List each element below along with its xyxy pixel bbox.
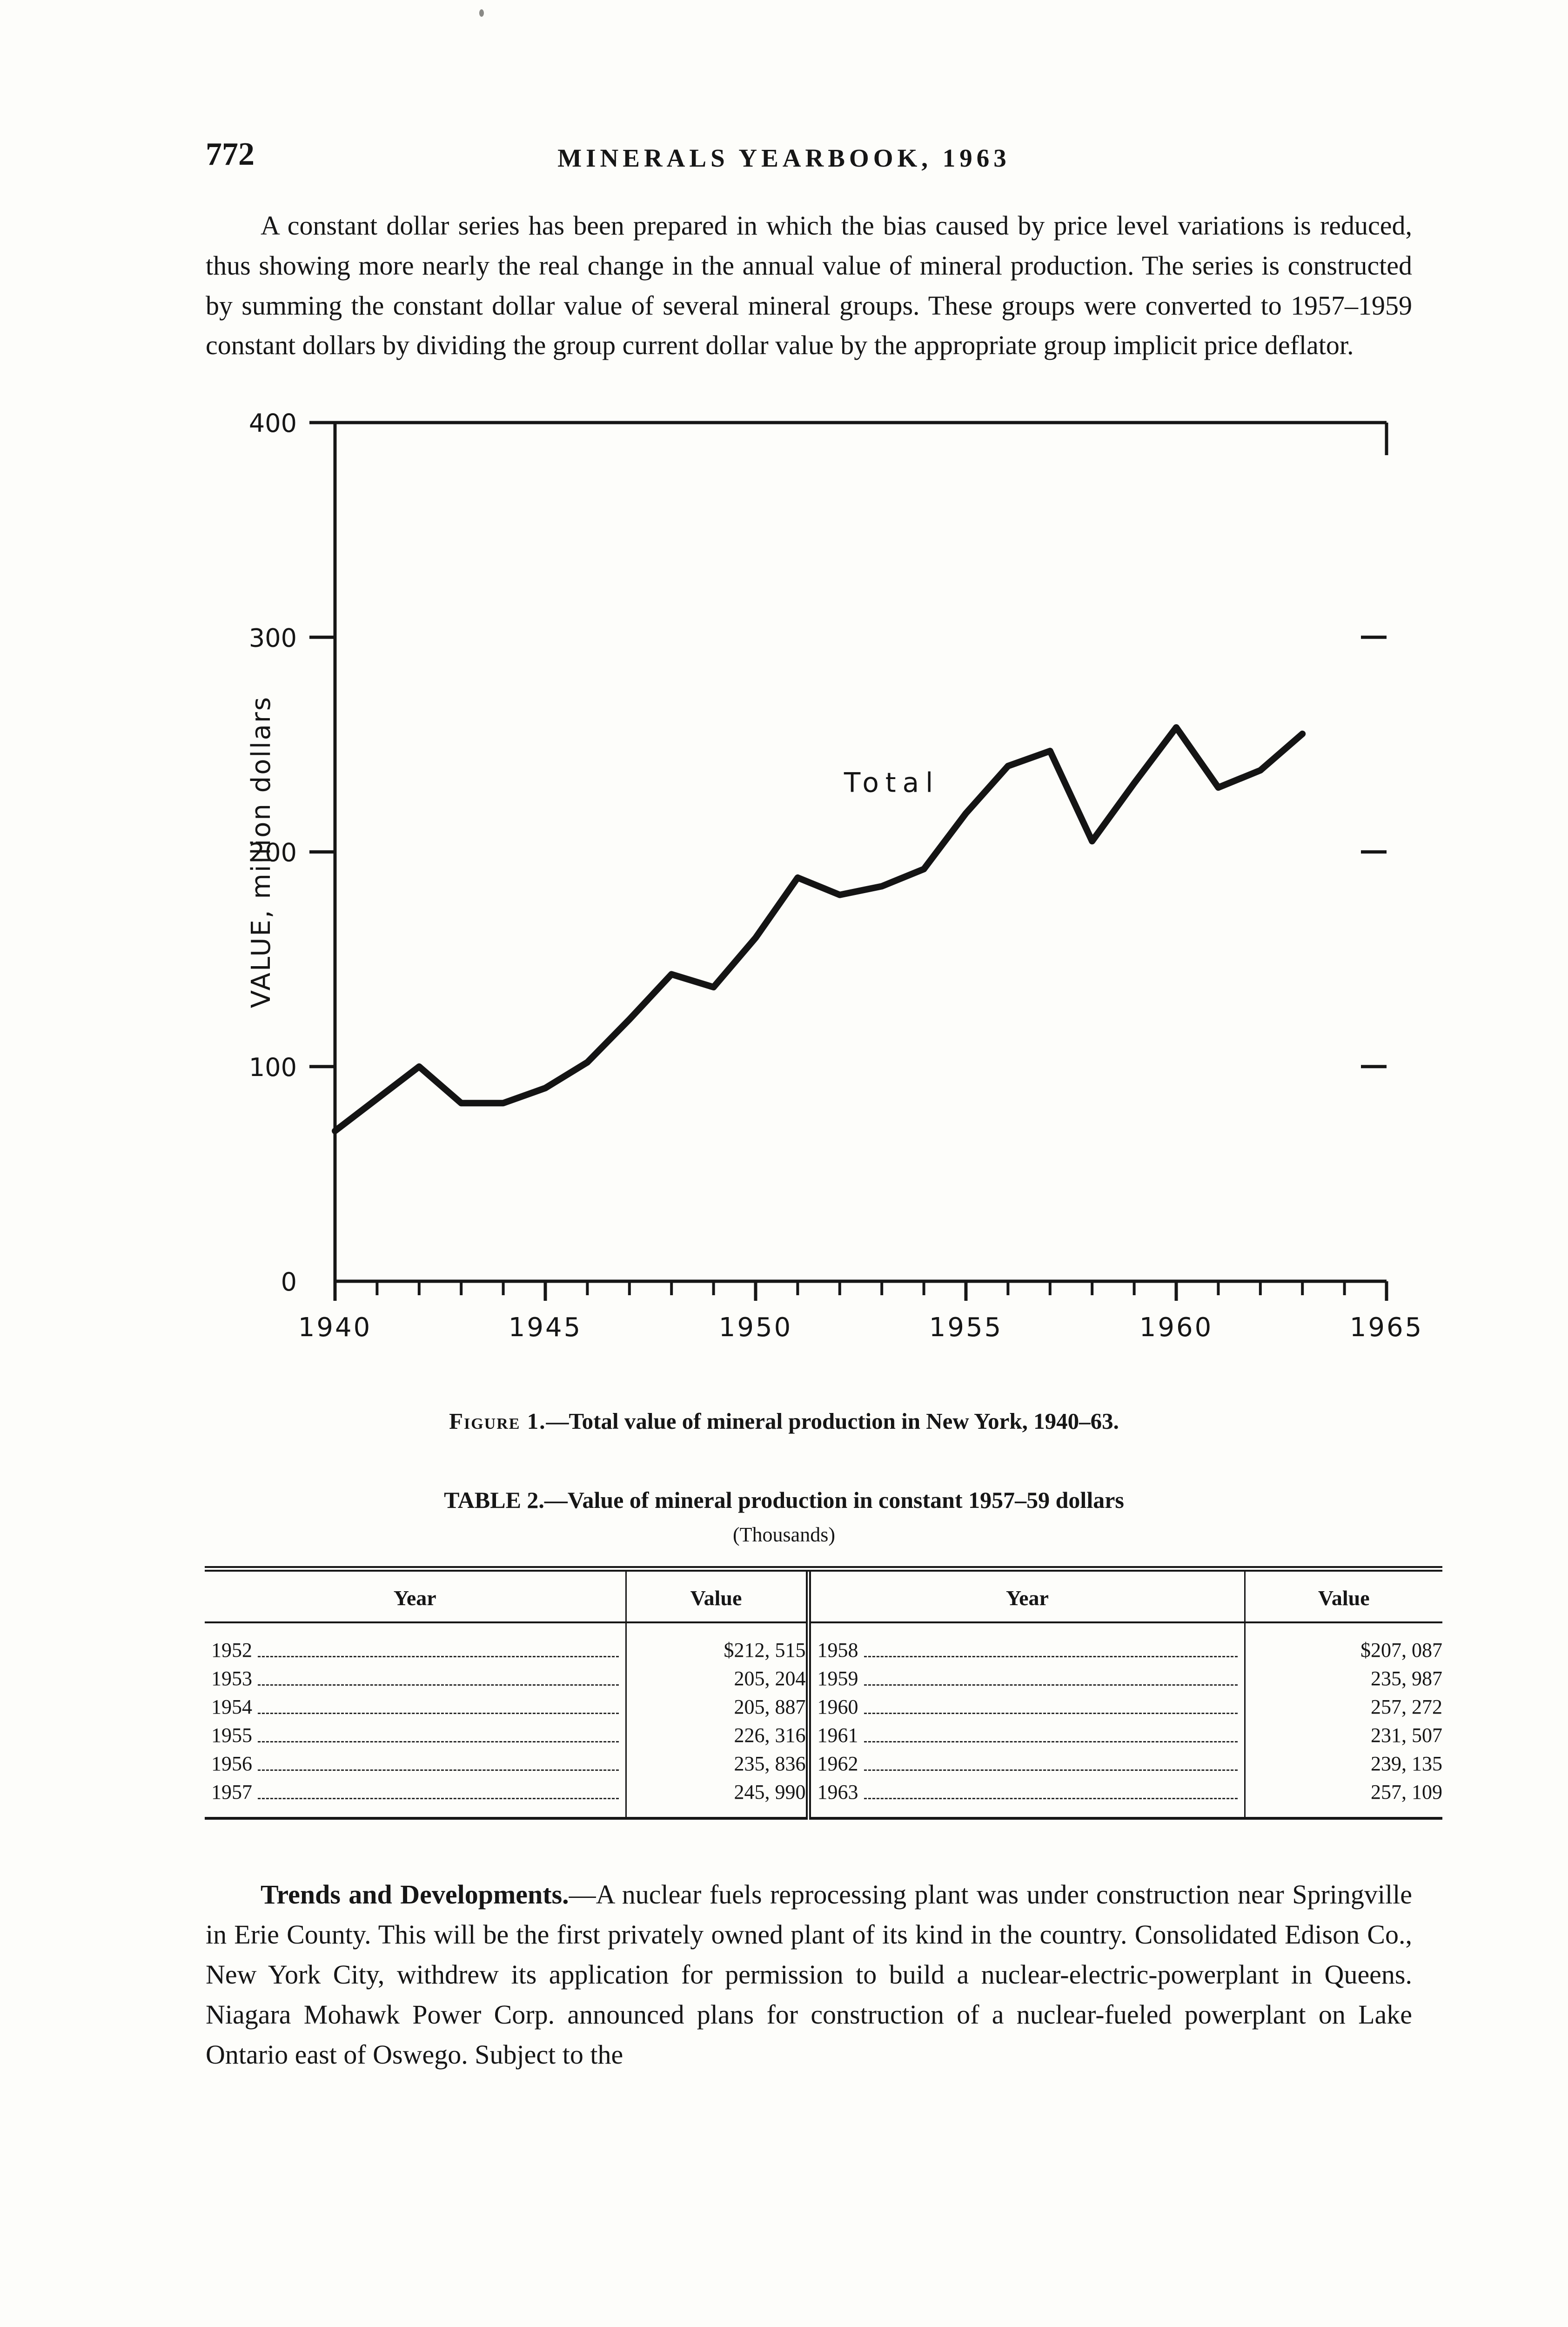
dot-leader bbox=[864, 1656, 1238, 1658]
figure-caption-text: —Total value of mineral production in Ne… bbox=[546, 1408, 1119, 1434]
col-header-year-right: Year bbox=[808, 1569, 1246, 1624]
value-cell: 239, 135 bbox=[1371, 1752, 1442, 1776]
dot-leader bbox=[258, 1741, 619, 1743]
series-label: Total bbox=[844, 767, 939, 799]
page-number: 772 bbox=[206, 136, 255, 172]
value-cell: 235, 987 bbox=[1371, 1667, 1442, 1690]
svg-text:1955: 1955 bbox=[929, 1312, 1003, 1343]
y-axis-title: VALUE, million dollars bbox=[246, 696, 276, 1008]
value-cell: 231, 507 bbox=[1371, 1724, 1442, 1747]
year-label: 1954 bbox=[211, 1695, 252, 1719]
dot-leader bbox=[258, 1769, 619, 1771]
table-row: 1956 235, 836 1962 239, 135 bbox=[205, 1749, 1442, 1778]
year-label: 1959 bbox=[817, 1667, 858, 1690]
year-label: 1962 bbox=[817, 1752, 858, 1776]
year-cell: 1955 bbox=[205, 1721, 627, 1750]
figure-caption-label: Figure 1. bbox=[449, 1408, 546, 1434]
svg-text:400: 400 bbox=[249, 409, 297, 438]
value-cell: 226, 316 bbox=[626, 1721, 811, 1750]
dot-leader bbox=[258, 1713, 619, 1715]
table-row: 1955 226, 316 1961 231, 507 bbox=[205, 1721, 1442, 1750]
year-cell: 1958 bbox=[808, 1622, 1246, 1665]
col-header-value-left: Value bbox=[626, 1569, 811, 1624]
year-label: 1956 bbox=[211, 1752, 252, 1776]
year-label: 1955 bbox=[211, 1724, 252, 1747]
dot-leader bbox=[864, 1741, 1238, 1743]
value-cell: $207, 087 bbox=[1360, 1639, 1442, 1662]
table-row: 1952 $212, 515 1958 $207, 087 bbox=[205, 1622, 1442, 1665]
svg-text:300: 300 bbox=[249, 624, 297, 653]
trends-paragraph: Trends and Developments.—A nuclear fuels… bbox=[206, 1875, 1412, 2074]
table-row: 1953 205, 204 1959 235, 987 bbox=[205, 1664, 1442, 1693]
svg-text:1965: 1965 bbox=[1350, 1312, 1424, 1343]
value-cell: 257, 272 bbox=[1371, 1695, 1442, 1719]
dot-leader bbox=[258, 1656, 619, 1658]
table-row: 1954 205, 887 1960 257, 272 bbox=[205, 1693, 1442, 1722]
year-cell: 1957 bbox=[205, 1778, 627, 1819]
year-label: 1957 bbox=[211, 1781, 252, 1804]
table-title: TABLE 2.—Value of mineral production in … bbox=[444, 1487, 1124, 1513]
trends-text: —A nuclear fuels reprocessing plant was … bbox=[206, 1879, 1412, 2070]
year-label: 1952 bbox=[211, 1639, 252, 1662]
table-subtitle: (Thousands) bbox=[733, 1523, 835, 1547]
year-label: 1963 bbox=[817, 1781, 858, 1804]
year-label: 1960 bbox=[817, 1695, 858, 1719]
dot-leader bbox=[864, 1713, 1238, 1715]
page-header: 772 MINERALS YEARBOOK, 1963 bbox=[0, 0, 1568, 186]
production-value-table: Year Value Year Value 1952 $212, 515 1958 $… bbox=[205, 1566, 1442, 1820]
year-cell: 1954 bbox=[205, 1693, 627, 1722]
total-series-line bbox=[332, 724, 1306, 1135]
year-cell: 1953 bbox=[205, 1664, 627, 1693]
year-cell: 1952 bbox=[205, 1622, 627, 1665]
figure-1-chart: 0 100 200 300 400 1940 1945 1950 1955 1960 1965 Tot… bbox=[200, 392, 1456, 1402]
svg-text:1950: 1950 bbox=[719, 1312, 793, 1343]
value-cell: 205, 887 bbox=[626, 1693, 811, 1722]
year-label: 1961 bbox=[817, 1724, 858, 1747]
table-row: 1957 245, 990 1963 257, 109 bbox=[205, 1778, 1442, 1819]
svg-text:1940: 1940 bbox=[298, 1312, 372, 1343]
dot-leader bbox=[258, 1684, 619, 1686]
year-cell: 1959 bbox=[808, 1664, 1246, 1693]
value-cell: 257, 109 bbox=[1371, 1781, 1442, 1804]
year-label: 1958 bbox=[817, 1639, 858, 1662]
year-cell: 1963 bbox=[808, 1778, 1246, 1819]
svg-text:1945: 1945 bbox=[509, 1312, 583, 1343]
chart-svg: 0 100 200 300 400 1940 1945 1950 1955 1960 1965 Tot… bbox=[246, 409, 1424, 1343]
svg-text:1960: 1960 bbox=[1139, 1312, 1213, 1343]
dot-leader bbox=[864, 1798, 1238, 1800]
svg-text:0: 0 bbox=[281, 1267, 297, 1297]
svg-text:100: 100 bbox=[249, 1053, 297, 1082]
year-cell: 1960 bbox=[808, 1693, 1246, 1722]
svg-text:200: 200 bbox=[249, 838, 297, 868]
dot-leader bbox=[258, 1798, 619, 1800]
value-cell: $212, 515 bbox=[626, 1622, 811, 1665]
col-header-value-right: Value bbox=[1245, 1569, 1442, 1624]
table-body: 1952 $212, 515 1958 $207, 087 1953 205, 204 19… bbox=[205, 1622, 1442, 1819]
year-cell: 1956 bbox=[205, 1749, 627, 1778]
year-cell: 1962 bbox=[808, 1749, 1246, 1778]
dot-leader bbox=[864, 1684, 1238, 1686]
trends-heading: Trends and Developments. bbox=[261, 1879, 569, 1910]
value-cell: 235, 836 bbox=[626, 1749, 811, 1778]
table-header: Year Value Year Value bbox=[205, 1569, 1442, 1624]
value-cell: 205, 204 bbox=[626, 1664, 811, 1693]
figure-caption: Figure 1.—Total value of mineral product… bbox=[0, 1408, 1568, 1434]
dot-leader bbox=[864, 1769, 1238, 1771]
scan-artifact bbox=[479, 9, 484, 17]
col-header-year-left: Year bbox=[205, 1569, 627, 1624]
year-label: 1953 bbox=[211, 1667, 252, 1690]
year-cell: 1961 bbox=[808, 1721, 1246, 1750]
page-header-title: MINERALS YEARBOOK, 1963 bbox=[557, 144, 1011, 172]
value-cell: 245, 990 bbox=[626, 1778, 811, 1819]
intro-paragraph: A constant dollar series has been prepar… bbox=[206, 210, 1412, 361]
